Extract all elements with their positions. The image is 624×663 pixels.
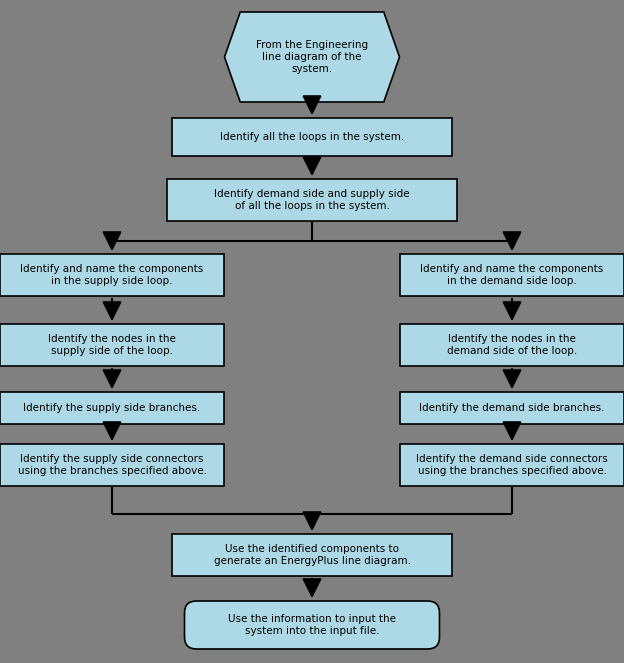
Bar bbox=[400, 324, 624, 366]
Text: Identify the supply side branches.: Identify the supply side branches. bbox=[23, 403, 201, 413]
Bar bbox=[172, 534, 452, 576]
Text: Identify the demand side connectors
using the branches specified above.: Identify the demand side connectors usin… bbox=[416, 453, 608, 476]
Bar bbox=[167, 179, 457, 221]
FancyBboxPatch shape bbox=[185, 601, 439, 649]
Bar bbox=[0, 392, 224, 424]
Bar bbox=[172, 118, 452, 156]
Text: Identify and name the components
in the supply side loop.: Identify and name the components in the … bbox=[21, 264, 203, 286]
Bar bbox=[0, 254, 224, 296]
Text: Identify demand side and supply side
of all the loops in the system.: Identify demand side and supply side of … bbox=[214, 189, 410, 211]
Bar bbox=[400, 254, 624, 296]
Text: Identify the supply side connectors
using the branches specified above.: Identify the supply side connectors usin… bbox=[17, 453, 207, 476]
Text: Use the information to input the
system into the input file.: Use the information to input the system … bbox=[228, 614, 396, 636]
Bar bbox=[400, 444, 624, 486]
Text: Identify the nodes in the
supply side of the loop.: Identify the nodes in the supply side of… bbox=[48, 333, 176, 356]
Text: Identify the nodes in the
demand side of the loop.: Identify the nodes in the demand side of… bbox=[447, 333, 577, 356]
Bar bbox=[0, 324, 224, 366]
Bar bbox=[0, 444, 224, 486]
Text: Identify all the loops in the system.: Identify all the loops in the system. bbox=[220, 132, 404, 142]
Text: Identify and name the components
in the demand side loop.: Identify and name the components in the … bbox=[421, 264, 603, 286]
Text: Identify the demand side branches.: Identify the demand side branches. bbox=[419, 403, 605, 413]
Bar bbox=[400, 392, 624, 424]
Text: Use the identified components to
generate an EnergyPlus line diagram.: Use the identified components to generat… bbox=[213, 544, 411, 566]
Text: From the Engineering
line diagram of the
system.: From the Engineering line diagram of the… bbox=[256, 40, 368, 74]
Polygon shape bbox=[225, 12, 399, 102]
